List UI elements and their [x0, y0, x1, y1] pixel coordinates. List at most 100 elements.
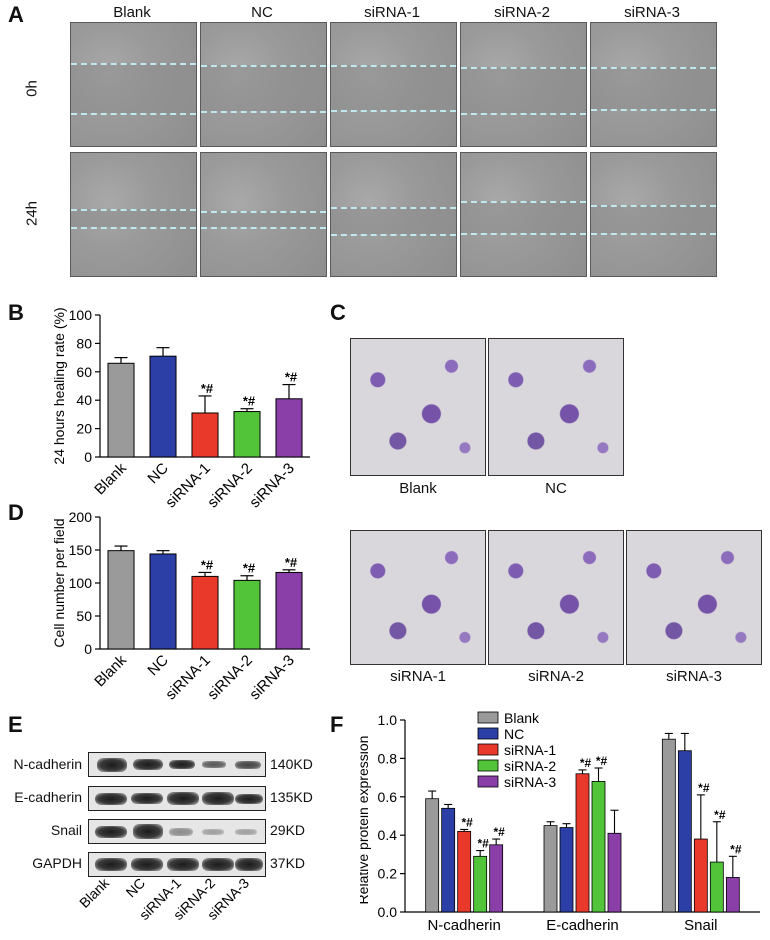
x-tick-label: Snail [684, 917, 717, 934]
wound-image-sirna3-24h [590, 152, 717, 277]
transwell-image-sirna3 [626, 530, 762, 665]
bar-nc [677, 750, 692, 913]
bar-sirna-2 [473, 855, 488, 913]
x-tick-label: siRNA-3 [246, 652, 298, 704]
legend-label: Blank [504, 710, 540, 726]
legend-label: NC [504, 726, 524, 742]
significance-mark: *# [461, 815, 473, 829]
wound-image-blank-0h [70, 22, 197, 147]
bar-sirna-3 [725, 877, 740, 913]
bar-sirna-2 [233, 411, 261, 458]
x-tick-label: siRNA-2 [204, 460, 256, 512]
wb-name-ecadherin: E-cadherin [14, 789, 82, 805]
wb-name-gapdh: GAPDH [32, 855, 82, 871]
y-tick-label: 0 [84, 641, 92, 657]
x-tick-label: N-cadherin [427, 917, 500, 934]
significance-mark: *# [698, 781, 710, 795]
y-tick-label: 1.0 [378, 712, 398, 728]
bar-nc [441, 807, 456, 913]
wound-image-nc-24h [200, 152, 327, 277]
transwell-label-sirna1: siRNA-1 [390, 668, 446, 685]
significance-mark: *# [285, 370, 298, 385]
panel-a-letter: A [8, 2, 24, 27]
x-tick-label: NC [144, 460, 171, 487]
significance-mark: *# [243, 561, 256, 576]
wound-image-sirna2-0h [460, 22, 587, 147]
y-tick-label: 100 [69, 575, 93, 591]
col-label-sirna1: siRNA-1 [364, 4, 420, 21]
wb-blot-gapdh [88, 852, 266, 877]
wb-size-gapdh: 37KD [270, 855, 306, 871]
x-tick-label: NC [144, 652, 171, 679]
y-tick-label: 0.4 [378, 827, 398, 843]
chart-f-protein-expression: 0.0 0.2 0.4 0.6 0.8 1.0 Relative protein expre… [360, 710, 760, 934]
transwell-image-sirna1 [350, 530, 486, 665]
col-label-nc: NC [251, 4, 273, 21]
significance-mark: *# [477, 837, 489, 851]
bar-sirna-3 [275, 398, 303, 458]
wb-lane-label: Blank [76, 878, 113, 911]
transwell-image-blank [350, 338, 486, 476]
legend-label: siRNA-2 [504, 758, 556, 774]
col-label-sirna3: siRNA-3 [624, 4, 680, 21]
significance-mark: *# [201, 381, 214, 396]
x-tick-label: Blank [91, 651, 130, 690]
wb-size-ecadherin: 135KD [270, 789, 313, 805]
bar-sirna-3 [607, 832, 622, 913]
x-tick-label: siRNA-1 [162, 652, 214, 704]
y-tick-label: 60 [76, 364, 92, 380]
legend-swatch [477, 743, 499, 756]
y-tick-label: 50 [76, 608, 92, 624]
wb-name-snail: Snail [50, 822, 82, 838]
y-tick-label: 0.2 [378, 866, 398, 882]
transwell-image-sirna2 [488, 530, 624, 665]
legend-swatch [477, 759, 499, 772]
bar-blank [425, 798, 440, 913]
wb-size-ncadherin: 140KD [270, 756, 313, 772]
significance-mark: *# [714, 808, 726, 822]
wb-blot-snail [88, 819, 266, 844]
significance-mark: *# [730, 842, 742, 856]
wb-blot-ncadherin [88, 752, 266, 777]
significance-mark: *# [596, 754, 608, 768]
wound-image-sirna3-0h [590, 22, 717, 147]
y-tick-label: 0 [84, 449, 92, 465]
bar-sirna-1 [191, 575, 219, 650]
row-label-0h: 0h [23, 80, 41, 97]
y-tick-label: 200 [69, 509, 93, 525]
y-tick-label: 0.6 [378, 789, 398, 805]
wound-image-nc-0h [200, 22, 327, 147]
bar-blank [661, 738, 676, 913]
y-tick-label: 80 [76, 335, 92, 351]
panel-f-letter: F [330, 712, 344, 737]
bar-blank [543, 825, 558, 913]
bar-nc [559, 827, 574, 913]
y-axis-label: 24 hours healing rate (%) [51, 307, 67, 464]
col-label-blank: Blank [113, 4, 151, 21]
bar-blank [107, 362, 135, 458]
y-tick-label: 20 [76, 421, 92, 437]
legend-swatch [477, 775, 499, 788]
x-tick-label: siRNA-1 [162, 460, 214, 512]
y-tick-label: 150 [69, 542, 93, 558]
bar-sirna-2 [591, 781, 606, 913]
transwell-label-blank: Blank [399, 480, 437, 497]
bar-sirna-2 [233, 579, 261, 650]
wb-lane-label: NC [122, 878, 148, 900]
y-axis-label: Relative protein expression [360, 736, 371, 905]
bar-nc [149, 355, 177, 458]
bar-sirna-3 [489, 844, 504, 913]
col-label-sirna2: siRNA-2 [494, 4, 550, 21]
wound-image-sirna1-24h [330, 152, 457, 277]
bar-sirna-1 [457, 830, 472, 913]
significance-mark: *# [201, 557, 214, 572]
bar-sirna-1 [191, 412, 219, 458]
wb-name-ncadherin: N-cadherin [13, 756, 82, 772]
legend-label: siRNA-1 [504, 742, 556, 758]
significance-mark: *# [243, 394, 256, 409]
bar-blank [107, 550, 135, 650]
legend-swatch [477, 711, 499, 724]
